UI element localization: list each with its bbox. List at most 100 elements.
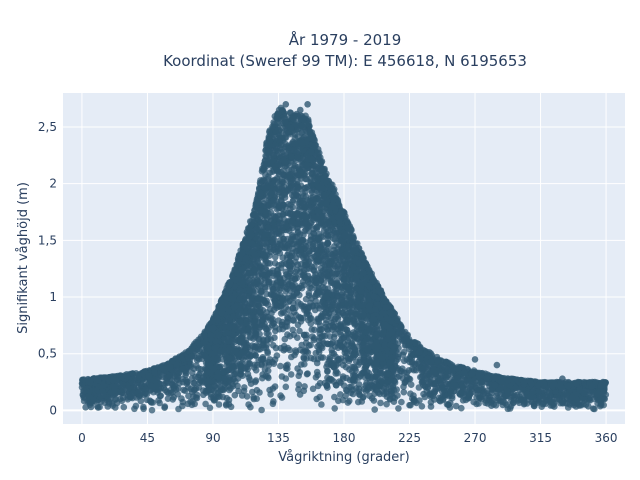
data-point <box>230 303 238 311</box>
data-point <box>132 402 140 410</box>
data-point <box>590 405 597 413</box>
data-point <box>278 244 285 251</box>
data-point <box>231 391 239 399</box>
data-point <box>316 393 324 401</box>
data-point <box>273 352 281 359</box>
data-point <box>370 397 378 404</box>
data-point <box>339 375 347 382</box>
data-point <box>355 381 363 388</box>
data-point <box>377 399 384 407</box>
data-point <box>182 377 190 384</box>
data-point <box>331 405 339 412</box>
data-point <box>439 396 447 404</box>
data-point <box>362 387 370 395</box>
data-point <box>314 382 322 390</box>
data-point <box>395 405 402 412</box>
data-point <box>246 333 254 340</box>
data-point <box>297 268 304 276</box>
data-point <box>278 373 286 380</box>
data-point <box>398 398 405 406</box>
data-point <box>303 355 310 362</box>
data-point <box>313 368 321 376</box>
data-point <box>284 344 292 352</box>
data-point <box>332 367 340 375</box>
data-point <box>248 312 255 319</box>
data-point <box>312 374 320 381</box>
data-point <box>112 395 120 403</box>
data-point <box>284 318 291 326</box>
data-point <box>383 400 390 408</box>
data-point <box>345 331 353 338</box>
data-point <box>309 385 317 393</box>
data-point <box>371 406 379 413</box>
data-point <box>316 196 323 203</box>
data-point <box>290 165 298 172</box>
data-point <box>281 335 289 343</box>
chart-title-line1: År 1979 - 2019 <box>289 30 402 49</box>
data-point <box>137 397 145 405</box>
data-point <box>277 344 285 352</box>
data-point <box>489 397 496 405</box>
data-point <box>324 368 331 375</box>
data-point <box>333 276 341 283</box>
data-point <box>296 185 303 193</box>
data-point <box>308 326 316 333</box>
data-point <box>290 317 298 324</box>
data-point <box>264 335 272 343</box>
data-point <box>182 371 189 379</box>
data-point <box>120 403 128 411</box>
data-point <box>194 354 201 362</box>
data-point <box>296 327 303 335</box>
data-point <box>202 400 209 408</box>
data-point <box>346 355 353 363</box>
data-point <box>302 184 310 192</box>
data-point <box>327 314 335 321</box>
data-point <box>324 240 332 247</box>
data-point <box>272 253 279 261</box>
data-point <box>138 382 145 389</box>
data-point <box>358 320 365 328</box>
data-point <box>355 398 362 406</box>
data-point <box>418 403 426 410</box>
data-point <box>227 403 235 411</box>
data-point <box>333 270 340 277</box>
data-point <box>282 383 290 391</box>
data-point <box>174 367 181 375</box>
data-point <box>349 376 357 384</box>
data-point <box>458 404 465 412</box>
data-point <box>342 392 349 400</box>
data-points <box>78 101 610 414</box>
data-point <box>351 352 359 359</box>
data-point <box>272 344 280 352</box>
data-point <box>308 284 315 292</box>
data-point <box>585 396 593 404</box>
chart-title-line2: Koordinat (Sweref 99 TM): E 456618, N 61… <box>163 52 527 70</box>
data-point <box>339 361 347 369</box>
data-point <box>243 393 251 400</box>
data-point <box>277 392 284 399</box>
data-point <box>475 400 482 407</box>
data-point <box>271 298 279 306</box>
data-point <box>164 395 172 403</box>
data-point <box>407 381 415 389</box>
data-point <box>405 375 413 382</box>
data-point <box>265 358 273 366</box>
data-point <box>292 268 299 276</box>
data-point <box>318 401 325 408</box>
data-point <box>297 245 304 253</box>
data-point <box>215 401 223 408</box>
data-point <box>323 340 331 348</box>
data-point <box>360 393 367 401</box>
data-point <box>289 326 297 334</box>
data-point <box>206 404 214 412</box>
data-point <box>272 327 279 335</box>
data-point <box>252 367 260 374</box>
data-point <box>315 284 323 292</box>
data-point <box>329 291 337 299</box>
data-point <box>250 395 258 403</box>
data-point <box>249 388 256 396</box>
data-point <box>303 370 311 378</box>
data-point <box>82 404 89 411</box>
data-point <box>294 321 302 329</box>
